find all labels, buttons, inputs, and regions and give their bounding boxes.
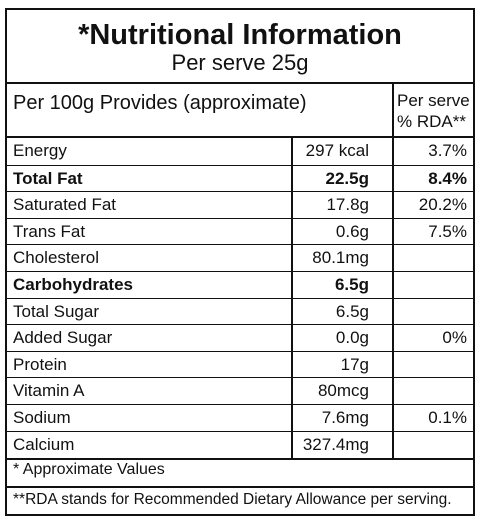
table-row: Total Sugar 6.5g — [7, 297, 473, 325]
nutrient-amount: 0.0g — [335, 328, 369, 348]
divider — [7, 486, 473, 488]
table-row: Total Fat 22.5g 8.4% — [7, 164, 473, 192]
nutrient-name: Saturated Fat — [13, 195, 117, 215]
nutrient-amount: 297 kcal — [305, 141, 369, 160]
table-row: Trans Fat 0.6g 7.5% — [7, 217, 473, 245]
nutrient-name: Total Fat — [13, 168, 83, 188]
nutrient-name: Vitamin A — [13, 381, 85, 401]
table-row: Cholesterol 80.1mg — [7, 244, 473, 271]
footnote-rda: **RDA stands for Recommended Dietary All… — [13, 491, 452, 508]
table-row: Energy 297 kcal 3.7% — [7, 138, 473, 164]
divider — [7, 136, 473, 138]
column-divider-amount — [291, 136, 293, 458]
nutrient-name: Sodium — [13, 408, 71, 427]
nutrition-label: *Nutritional Information Per serve 25g P… — [5, 8, 475, 516]
nutrient-name: Trans Fat — [13, 221, 86, 241]
nutrient-name: Added Sugar — [13, 328, 113, 348]
nutrient-rda: 0% — [442, 328, 467, 348]
nutrient-amount: 80.1mg — [312, 248, 369, 268]
nutrient-name: Calcium — [13, 434, 75, 454]
nutrient-amount: 7.6mg — [321, 408, 369, 427]
footnote-approximate: * Approximate Values — [13, 461, 165, 478]
divider — [7, 82, 473, 84]
table-row: Added Sugar 0.0g 0% — [7, 324, 473, 351]
nutrient-name: Energy — [13, 141, 67, 160]
nutrient-amount: 6.5g — [334, 275, 369, 294]
table-row: Vitamin A 80mcg — [7, 377, 473, 404]
nutrient-amount: 6.5g — [335, 301, 369, 321]
table-row: Protein 17g — [7, 350, 473, 378]
divider — [7, 458, 473, 460]
nutrient-name: Cholesterol — [13, 248, 99, 268]
serving-size: Per serve 25g — [171, 50, 309, 75]
table-row: Saturated Fat 17.8g 20.2% — [7, 191, 473, 218]
nutrient-amount: 17.8g — [326, 195, 369, 215]
column-divider-rda — [392, 82, 394, 458]
nutrient-rda: 8.4% — [428, 168, 467, 188]
table-row: Calcium 327.4mg — [7, 430, 473, 458]
nutrient-amount: 17g — [340, 354, 369, 374]
nutrient-amount: 0.6g — [335, 221, 369, 241]
per-serve-rda-header: Per serve % RDA** — [397, 91, 470, 131]
nutrient-rda: 0.1% — [428, 408, 467, 427]
nutrient-rda: 3.7% — [428, 141, 467, 160]
per-100g-header: Per 100g Provides (approximate) — [13, 92, 307, 114]
nutrient-name: Carbohydrates — [13, 275, 133, 294]
label-title: *Nutritional Information — [78, 19, 402, 51]
nutrient-rda: 7.5% — [428, 221, 467, 241]
nutrient-amount: 327.4mg — [302, 434, 369, 454]
nutrient-rda: 20.2% — [418, 195, 467, 215]
nutrient-amount: 80mcg — [317, 381, 369, 401]
nutrient-name: Total Sugar — [13, 301, 99, 321]
table-row: Carbohydrates 6.5g — [7, 271, 473, 298]
table-row: Sodium 7.6mg 0.1% — [7, 404, 473, 431]
nutrient-amount: 22.5g — [325, 168, 369, 188]
nutrient-name: Protein — [13, 354, 67, 374]
